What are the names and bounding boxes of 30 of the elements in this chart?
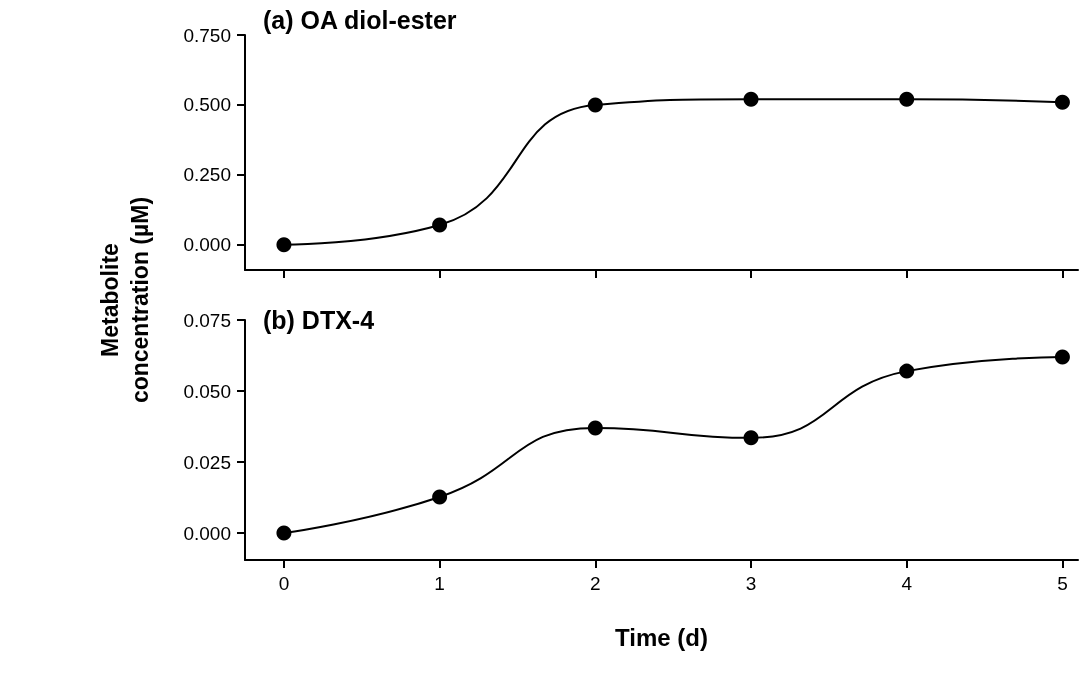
point [587,420,603,436]
y-tick-label: 0.250 [183,164,231,186]
y-tick-label: 0.075 [183,309,231,331]
point [1054,94,1070,110]
point [1054,349,1070,365]
y-tick-label: 0.025 [183,451,231,473]
y-tick-label: 0.750 [183,24,231,46]
y-tick-label: 0.050 [183,380,231,402]
x-tick-label: 1 [434,573,445,594]
x-tick-label: 3 [745,573,757,594]
y-tick-label: 0.500 [183,94,231,116]
x-tick-label: 4 [901,573,913,594]
point [743,430,759,446]
y-tick-label: 0.000 [183,522,231,544]
chart-title: (a) OA diol-ester [263,5,457,34]
point [743,91,759,107]
chart-title: (b) DTX-4 [263,305,375,334]
point [432,217,448,233]
point [432,489,448,505]
point [899,363,915,379]
x-tick-label: 0 [278,573,290,594]
x-axis-title: Time (d) [615,623,708,651]
x-tick-label: 5 [1057,573,1068,594]
point [276,525,292,541]
x-tick-label: 2 [590,573,601,594]
y-axis-title: Metabolite concentration (µM) [96,195,154,406]
point [587,97,603,113]
point [899,91,915,107]
point [276,237,292,253]
y-tick-label: 0.000 [183,234,231,256]
